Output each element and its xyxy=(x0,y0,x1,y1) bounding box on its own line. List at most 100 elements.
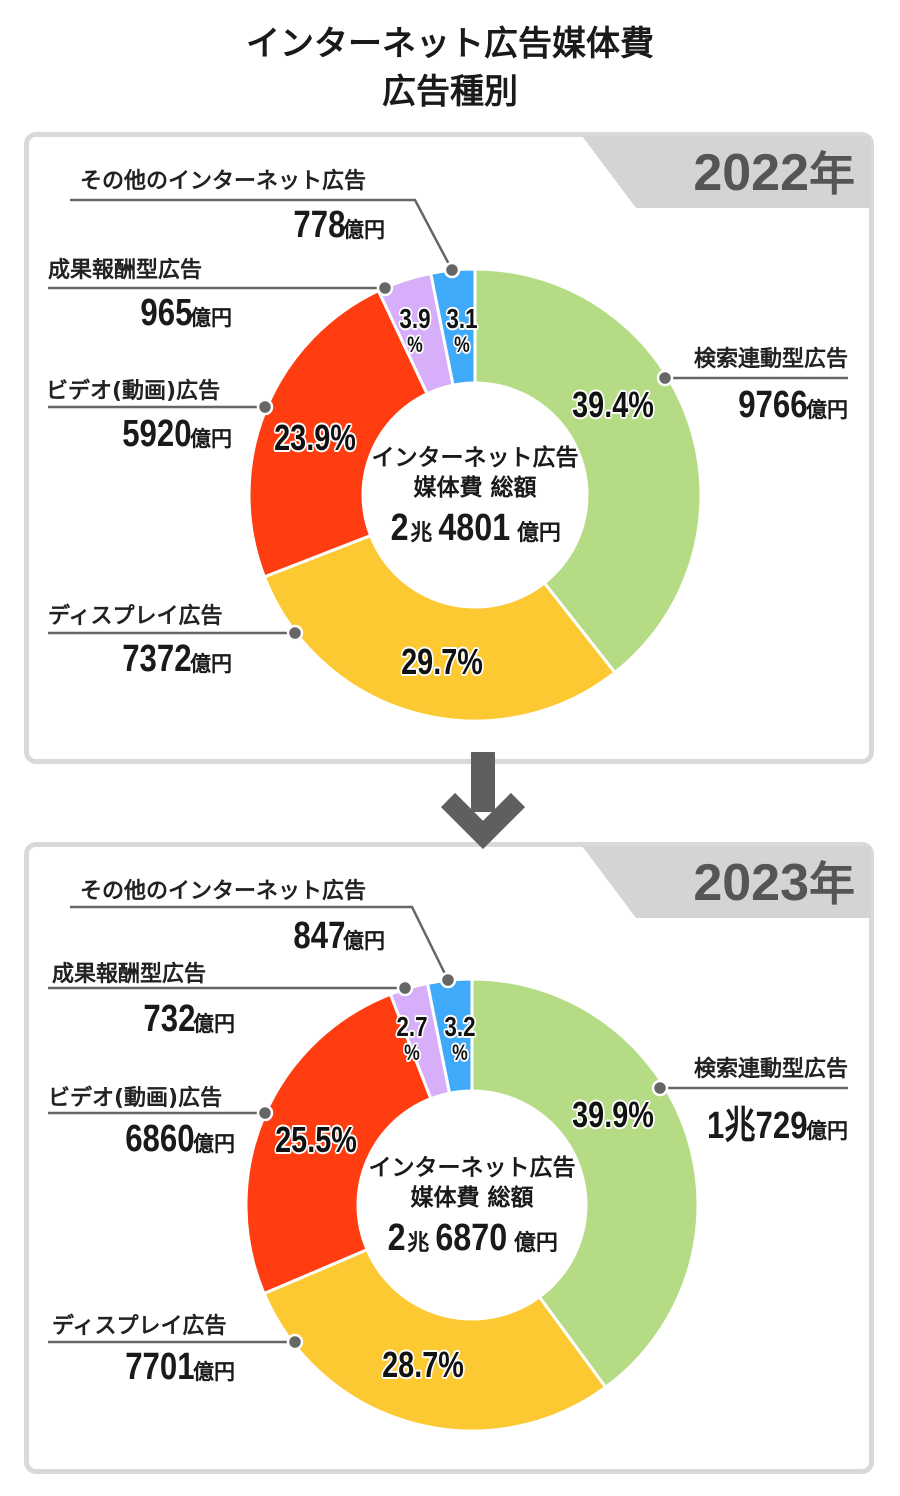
value-number: 732 xyxy=(143,998,195,1040)
category-label-search: 検索連動型広告 xyxy=(693,1057,848,1082)
value-label-display: 7372億円 xyxy=(107,638,232,681)
leader-dot-display xyxy=(286,1333,304,1351)
leader-dot-performance xyxy=(376,279,394,297)
percent-label-display: 28.7% xyxy=(382,1344,464,1385)
percent-label-display: 29.7% xyxy=(401,641,483,682)
value-label-video: 5920億円 xyxy=(107,413,232,456)
category-label-display: ディスプレイ広告 xyxy=(48,604,223,629)
value-label-other: 847億円 xyxy=(282,915,385,958)
total-cho-unit: 兆 xyxy=(407,1230,430,1255)
percent-label-other: 3.2% xyxy=(444,1011,476,1066)
leader-dot-performance xyxy=(396,979,414,997)
chart-title-line1: インターネット広告媒体費 xyxy=(246,24,654,64)
panel-2023: 2023年 検索連動型広告 1兆729億円 39.9% ディスプレイ広告 7701億円 28… xyxy=(0,710,900,1474)
category-label-video: ビデオ(動画)広告 xyxy=(48,1086,223,1111)
panel-2022: 2022年 検索連動型広告 9766億円 39.4% ディスプレイ広告 7372億円 29.… xyxy=(24,132,874,764)
value-unit: 億円 xyxy=(190,428,232,451)
donut-slice-search xyxy=(470,977,700,1390)
percent-sign: % xyxy=(452,1040,468,1065)
donut-chart xyxy=(48,136,871,723)
value-unit: 億円 xyxy=(806,399,848,422)
donut-slice-video xyxy=(247,288,430,579)
percent-label-performance: 2.7% xyxy=(396,1011,428,1066)
donut-slice-video xyxy=(244,992,433,1296)
category-label-performance: 成果報酬型広告 xyxy=(52,962,207,987)
total-value: 2兆 6870 億円 xyxy=(352,1217,592,1260)
leader-dot-search xyxy=(656,369,674,387)
percent-sign: % xyxy=(454,332,470,357)
category-label-other: その他のインターネット広告 xyxy=(80,169,367,194)
value-label-search: 1兆729億円 xyxy=(685,1094,848,1149)
total-value: 2兆 4801 億円 xyxy=(355,507,595,550)
year-tab xyxy=(582,136,871,208)
leader-dot-video xyxy=(256,1104,274,1122)
category-label-search: 検索連動型広告 xyxy=(693,347,848,372)
category-label-display: ディスプレイ広告 xyxy=(52,1314,227,1339)
leader-dot-other xyxy=(443,261,461,279)
value-number: 9766 xyxy=(738,384,808,426)
value-label-video: 6860億円 xyxy=(110,1118,235,1161)
percent-label-performance: 3.9% xyxy=(399,303,431,358)
year-label: 2023年 xyxy=(640,848,855,914)
total-cho: 2 xyxy=(387,1217,406,1259)
value-number: 1兆729 xyxy=(707,1105,808,1147)
leader-line-other xyxy=(70,198,454,271)
percent-value: 3.9 xyxy=(399,303,431,334)
leader-dot-other xyxy=(439,971,457,989)
year-suffix: 年 xyxy=(809,148,855,200)
value-label-search: 9766億円 xyxy=(723,384,848,427)
donut-slice-display xyxy=(262,533,617,723)
center-label-1: インターネット広告 xyxy=(368,1155,576,1181)
center-total: インターネット広告 媒体費 総額 2兆 4801 億円 xyxy=(355,443,595,550)
value-number: 6860 xyxy=(125,1118,195,1160)
category-label-other: その他のインターネット広告 xyxy=(80,879,367,904)
percent-label-search: 39.4% xyxy=(572,384,654,425)
total-oku-unit: 億円 xyxy=(516,520,561,545)
leader-dot-display xyxy=(286,624,304,642)
value-label-other: 778億円 xyxy=(282,204,385,247)
percent-label-other: 3.1% xyxy=(446,305,477,358)
value-label-performance: 732億円 xyxy=(132,998,235,1041)
down-arrow-icon xyxy=(440,752,526,850)
donut-slice-display xyxy=(262,1247,608,1433)
value-label-performance: 965億円 xyxy=(129,292,232,335)
value-label-display: 7701億円 xyxy=(110,1346,235,1389)
percent-value: 2.7 xyxy=(396,1011,428,1042)
category-label-video: ビデオ(動画)広告 xyxy=(46,379,221,404)
value-unit: 億円 xyxy=(193,1361,235,1384)
total-cho: 2 xyxy=(390,507,409,549)
value-number: 7701 xyxy=(125,1346,195,1388)
leader-line-other xyxy=(70,905,450,981)
value-number: 847 xyxy=(293,915,345,957)
value-number: 965 xyxy=(140,292,192,334)
value-unit: 億円 xyxy=(193,1133,235,1156)
value-unit: 億円 xyxy=(343,930,385,953)
donut-chart xyxy=(48,846,871,1433)
chart-title-line2: 広告種別 xyxy=(382,72,518,112)
percent-label-video: 25.5% xyxy=(275,1119,357,1160)
year-number: 2022 xyxy=(693,144,809,202)
value-number: 7372 xyxy=(122,638,192,680)
value-number: 778 xyxy=(293,204,345,246)
year-label: 2022年 xyxy=(640,138,855,204)
year-suffix: 年 xyxy=(809,858,855,910)
value-number: 5920 xyxy=(122,413,192,455)
leader-dot-video xyxy=(256,398,274,416)
center-label-2: 媒体費 総額 xyxy=(410,1185,534,1211)
center-label-2: 媒体費 総額 xyxy=(413,475,537,501)
value-unit: 億円 xyxy=(193,1013,235,1036)
percent-label-search: 39.9% xyxy=(572,1094,654,1135)
percent-value: 3.2 xyxy=(444,1011,476,1042)
donut-slice-search xyxy=(473,267,703,675)
percent-sign: % xyxy=(407,332,423,357)
total-oku: 6870 xyxy=(435,1217,508,1259)
year-tab xyxy=(582,846,871,918)
total-oku-unit: 億円 xyxy=(513,1230,558,1255)
category-label-performance: 成果報酬型広告 xyxy=(48,258,203,283)
total-cho-unit: 兆 xyxy=(410,520,433,545)
center-total: インターネット広告 媒体費 総額 2兆 6870 億円 xyxy=(352,1153,592,1260)
leader-dot-search xyxy=(651,1079,669,1097)
total-oku: 4801 xyxy=(438,507,511,549)
percent-label-video: 23.9% xyxy=(274,417,356,458)
value-unit: 億円 xyxy=(190,653,232,676)
